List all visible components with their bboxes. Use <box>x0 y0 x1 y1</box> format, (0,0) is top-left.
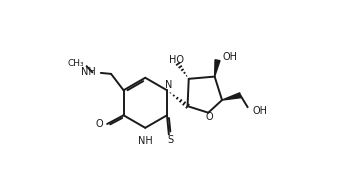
Text: OH: OH <box>223 52 238 62</box>
Text: NH: NH <box>81 67 96 77</box>
Text: NH: NH <box>138 136 153 146</box>
Text: CH₃: CH₃ <box>67 59 84 68</box>
Text: O: O <box>205 112 213 122</box>
Text: HO: HO <box>169 55 184 65</box>
Text: OH: OH <box>252 106 267 116</box>
Text: O: O <box>95 119 103 129</box>
Polygon shape <box>215 60 220 77</box>
Text: S: S <box>167 135 173 145</box>
Text: N: N <box>165 81 173 90</box>
Polygon shape <box>222 93 241 100</box>
